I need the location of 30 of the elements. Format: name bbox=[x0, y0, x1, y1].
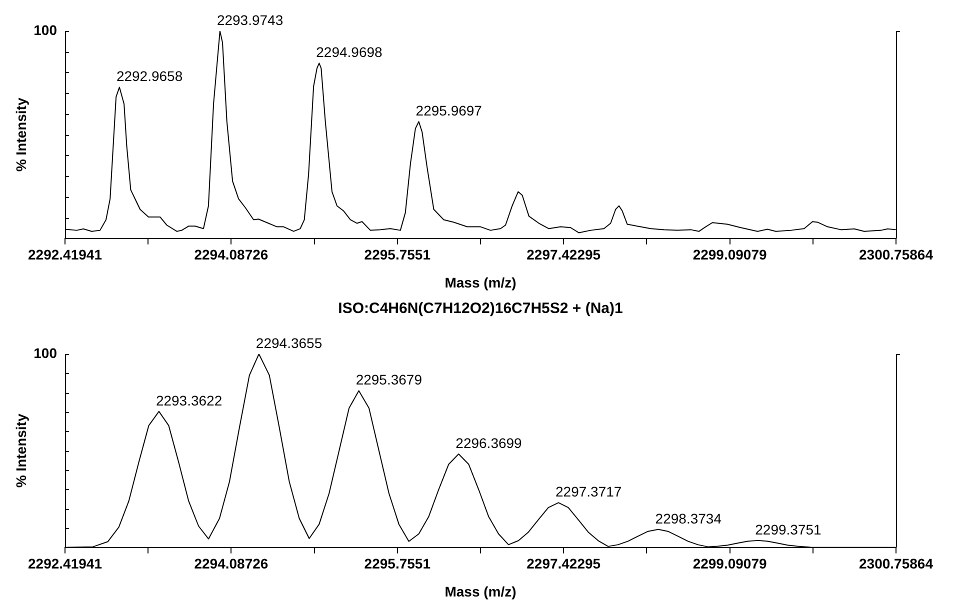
x-tick-label: 2294.08726 bbox=[194, 246, 268, 263]
x-tick-label: 2294.08726 bbox=[194, 556, 268, 572]
annotation: 2295.3679 bbox=[356, 372, 422, 388]
text: 100 bbox=[34, 22, 58, 38]
annotation: 2294.3655 bbox=[256, 334, 322, 351]
annotation: 2294.9698 bbox=[316, 44, 383, 60]
x-tick-label: 2295.7551 bbox=[364, 556, 431, 572]
y-axis-title: % Intensity bbox=[12, 414, 29, 488]
x-tick-label: 2299.09079 bbox=[692, 246, 767, 263]
annotation: 2296.3699 bbox=[456, 434, 522, 451]
annotation: 2299.3751 bbox=[755, 521, 822, 538]
x-tick-label: 2297.42295 bbox=[526, 246, 601, 263]
annotation: 2295.9697 bbox=[416, 102, 482, 118]
text: 100 bbox=[34, 344, 58, 361]
annotation: 2293.9743 bbox=[216, 12, 284, 28]
annotation: 2298.3734 bbox=[655, 510, 722, 526]
x-tick-label: 2300.75864 bbox=[859, 556, 934, 572]
x-tick-label: 2299.09079 bbox=[692, 556, 767, 572]
x-tick-label: 2300.75864 bbox=[859, 246, 934, 263]
x-tick-label: 2292.41941 bbox=[28, 556, 102, 572]
x-tick-label: 2295.7551 bbox=[364, 246, 431, 263]
x-tick-label: 2297.42295 bbox=[526, 556, 601, 572]
annotation: 2293.3622 bbox=[156, 392, 222, 408]
x-axis-title: Mass (m/z) bbox=[444, 583, 516, 600]
annotation: 2297.3717 bbox=[555, 484, 622, 500]
x-axis-title: Mass (m/z) bbox=[444, 274, 516, 290]
annotation: 2292.9658 bbox=[116, 68, 183, 84]
chart-title: ISO:C4H6N(C7H12O2)16C7H5S2 + (Na)1 bbox=[338, 300, 623, 318]
x-tick-label: 2292.41941 bbox=[28, 246, 102, 263]
y-axis-title: % Intensity bbox=[12, 98, 29, 172]
